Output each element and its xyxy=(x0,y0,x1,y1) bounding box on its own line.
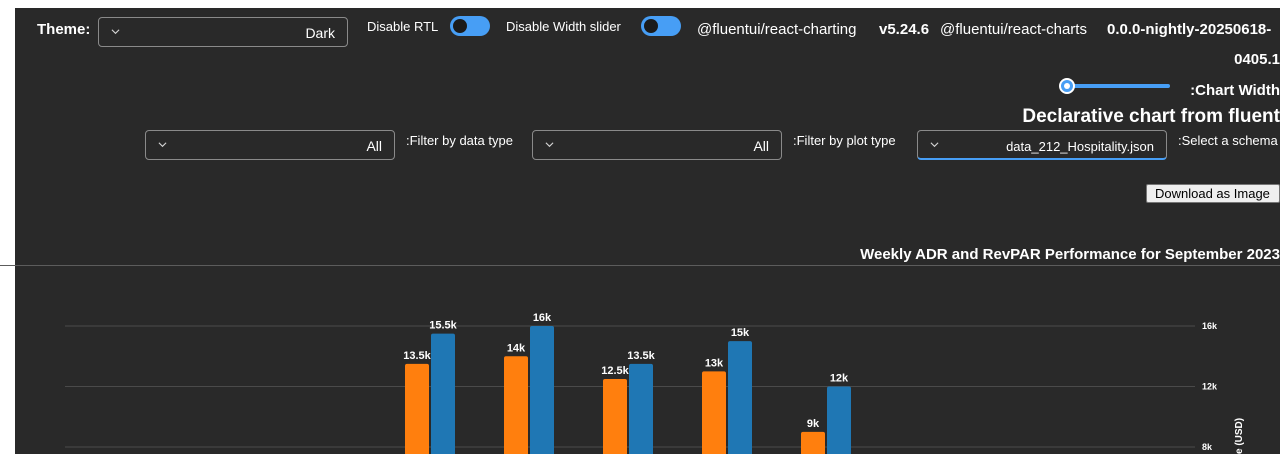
theme-value: Dark xyxy=(305,25,335,41)
disable-width-slider-toggle[interactable] xyxy=(641,16,681,36)
theme-dropdown[interactable]: Dark xyxy=(98,17,348,47)
filter-plot-type-label: :Filter by plot type xyxy=(793,133,896,148)
pkg-charting-name: @fluentui/react-charting xyxy=(697,21,857,38)
bar-data-label: 13.5k xyxy=(403,350,431,362)
disable-width-slider-label: Disable Width slider xyxy=(506,19,621,34)
bar-data-label: 15.5k xyxy=(429,320,457,332)
bar xyxy=(530,326,554,454)
bar-data-label: 15k xyxy=(731,327,750,339)
download-image-button[interactable]: Download as Image xyxy=(1146,184,1280,203)
page-title: Declarative chart from fluent xyxy=(1022,106,1280,127)
y-tick-label: 8k xyxy=(1202,442,1213,452)
filter-plot-type-value: All xyxy=(753,138,769,154)
bar xyxy=(504,356,528,454)
pkg-charts-version: 0.0.0-nightly-20250618- xyxy=(1107,21,1272,38)
bar xyxy=(702,371,726,454)
bar xyxy=(827,386,851,454)
chevron-down-icon xyxy=(545,142,554,148)
y-tick-label: 12k xyxy=(1202,382,1218,392)
chevron-down-icon xyxy=(930,142,939,148)
pkg-charting-version: v5.24.6 xyxy=(879,21,930,38)
bar-data-label: 9k xyxy=(807,418,820,430)
bar xyxy=(629,363,653,454)
chevron-down-icon xyxy=(158,142,167,148)
bar-data-label: 13.5k xyxy=(627,350,655,362)
bar-data-label: 12.5k xyxy=(601,365,629,377)
bar-data-label: 12k xyxy=(830,373,849,385)
schema-value: data_212_Hospitality.json xyxy=(1006,139,1154,154)
bar xyxy=(405,363,429,454)
disable-rtl-label: Disable RTL xyxy=(367,19,439,34)
chart-width-label: :Chart Width xyxy=(1190,82,1280,99)
bar-data-label: 13k xyxy=(705,357,724,369)
filter-data-type-dropdown[interactable]: All xyxy=(145,130,395,160)
filter-data-type-label: :Filter by data type xyxy=(406,133,513,148)
filter-plot-type-dropdown[interactable]: All xyxy=(532,130,782,160)
theme-label: Theme: xyxy=(37,21,91,38)
bar xyxy=(801,431,825,454)
chevron-down-icon xyxy=(111,29,120,35)
y-axis-label: e (USD) xyxy=(1234,418,1245,454)
schema-dropdown[interactable]: data_212_Hospitality.json xyxy=(917,130,1167,160)
bar-data-label: 14k xyxy=(507,342,526,354)
bar xyxy=(431,333,455,454)
bar-chart: 16k 12k 8k e (USD) 13.5k 15.5k 14k 16k 12.5k 13.5… xyxy=(65,312,1245,454)
disable-rtl-toggle[interactable] xyxy=(450,16,490,36)
chart-width-slider-track[interactable] xyxy=(1060,84,1170,88)
pkg-charts-name: @fluentui/react-charts xyxy=(940,21,1087,38)
toggle-knob xyxy=(453,19,467,33)
chart-divider xyxy=(0,265,1280,266)
bar xyxy=(603,378,627,454)
schema-label: :Select a schema xyxy=(1178,133,1278,148)
y-tick-label: 16k xyxy=(1202,321,1218,331)
toggle-knob xyxy=(644,19,658,33)
bar-data-label: 16k xyxy=(533,312,552,324)
bar xyxy=(728,341,752,454)
chart-width-slider-thumb[interactable] xyxy=(1059,78,1075,94)
pkg-charts-version-cont: 0405.1 xyxy=(1234,51,1280,68)
chart-title: Weekly ADR and RevPAR Performance for Se… xyxy=(860,246,1280,263)
filter-data-type-value: All xyxy=(366,138,382,154)
